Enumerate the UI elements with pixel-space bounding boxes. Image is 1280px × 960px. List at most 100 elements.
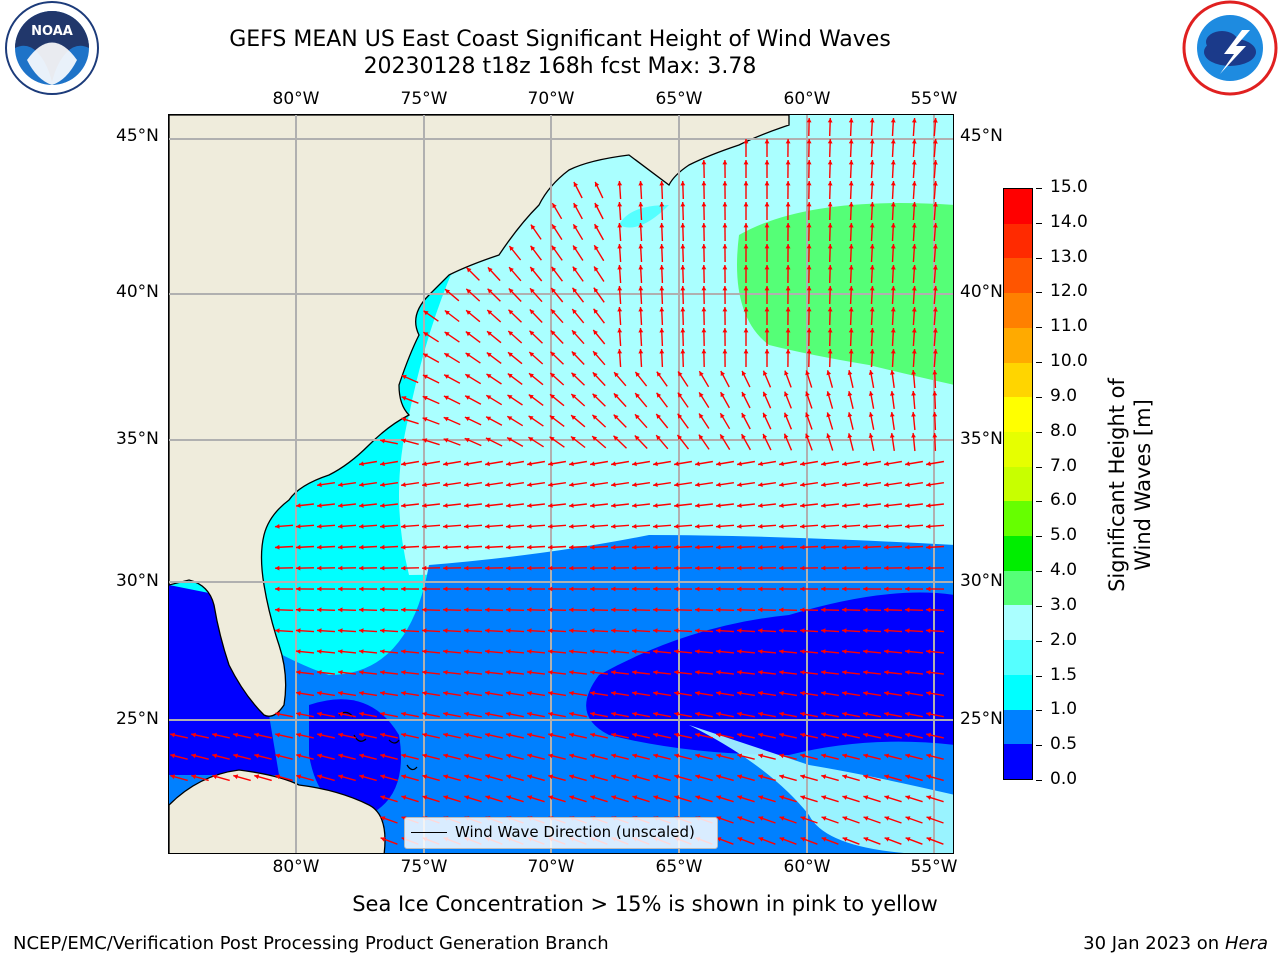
wave-direction-arrowhead: [806, 160, 812, 165]
wave-direction-arrowhead: [635, 414, 640, 420]
wave-direction-arrowhead: [821, 837, 827, 842]
wave-direction-arrowhead: [338, 690, 343, 696]
colorbar-bin: [1004, 709, 1032, 745]
wave-direction-arrowhead: [569, 795, 575, 800]
wave-direction-arrowhead: [695, 586, 700, 592]
wave-direction-arrowhead: [527, 690, 532, 696]
lat-label-right: 40°N: [960, 282, 1003, 302]
wave-direction-arrowhead: [863, 837, 869, 842]
wave-direction-arrowhead: [422, 374, 428, 380]
wave-direction-arrowhead: [884, 774, 890, 780]
wave-direction-arrowhead: [422, 607, 427, 613]
wave-direction-arrowhead: [743, 160, 749, 165]
wave-direction-arrowhead: [678, 371, 683, 377]
wave-direction-arrowhead: [508, 352, 513, 357]
wave-direction-arrowhead: [785, 160, 791, 165]
wave-direction-arrowhead: [653, 795, 659, 800]
wave-direction-arrowhead: [527, 544, 532, 550]
wave-direction-arrowhead: [338, 544, 343, 550]
wave-direction-arrowhead: [380, 711, 385, 717]
wave-direction-arrowhead: [527, 670, 532, 675]
wave-direction-arrowhead: [911, 118, 917, 123]
colorbar-tick-label: 1.5: [1050, 664, 1078, 685]
colorbar-tick-mark: [1036, 536, 1042, 538]
colorbar-bin: [1004, 362, 1032, 398]
wave-direction-arrowhead: [701, 181, 707, 186]
wave-direction-arrowhead: [527, 774, 533, 780]
wave-direction-arrowhead: [779, 816, 785, 821]
wave-direction-arrowhead: [550, 373, 556, 378]
wave-direction-arrowhead: [593, 308, 599, 314]
wave-direction-arrowhead: [191, 753, 197, 759]
wave-direction-arrowhead: [933, 265, 938, 270]
wave-direction-arrowhead: [443, 795, 449, 800]
wave-direction-arrowhead: [716, 670, 721, 675]
wave-direction-arrowhead: [443, 711, 448, 717]
wave-direction-arrowhead: [611, 690, 616, 696]
wave-direction-arrowhead: [552, 224, 557, 230]
wave-direction-arrowhead: [590, 565, 595, 571]
lon-label-top: 60°W: [783, 89, 831, 109]
wave-direction-arrowhead: [659, 223, 665, 228]
wave-direction-arrowhead: [911, 307, 917, 312]
wave-direction-arrowhead: [737, 482, 742, 487]
wave-direction-arrowhead: [548, 461, 553, 467]
wave-direction-arrowhead: [869, 223, 875, 228]
wave-direction-arrowhead: [443, 690, 448, 696]
wave-direction-arrowhead: [548, 732, 553, 738]
wave-direction-arrowhead: [445, 289, 450, 294]
wave-direction-arrowhead: [926, 565, 931, 571]
wave-direction-arrowhead: [869, 244, 875, 249]
wave-direction-arrowhead: [653, 524, 658, 529]
wave-direction-arrowhead: [380, 774, 386, 780]
wave-direction-arrowhead: [827, 202, 833, 207]
wave-direction-arrowhead: [444, 374, 450, 379]
wave-direction-arrowhead: [800, 711, 805, 717]
wave-direction-arrowhead: [296, 670, 301, 675]
wave-direction-arrowhead: [443, 565, 448, 571]
wave-direction-arrowhead: [506, 774, 512, 780]
wave-direction-arrowhead: [800, 544, 805, 550]
wave-direction-arrowhead: [592, 393, 598, 399]
wave-direction-arrowhead: [722, 349, 728, 354]
wave-direction-arrowhead: [653, 461, 658, 467]
wave-direction-arrowhead: [779, 753, 785, 759]
wave-direction-arrowhead: [380, 482, 385, 487]
wave-direction-arrowhead: [758, 607, 763, 613]
wave-direction-arrowhead: [722, 307, 728, 312]
wave-direction-arrowhead: [317, 482, 322, 487]
wave-direction-arrowhead: [842, 795, 848, 800]
wave-direction-arrowhead: [821, 732, 826, 738]
wave-direction-arrowhead: [380, 732, 385, 738]
land-cuba: [169, 769, 386, 853]
wave-direction-arrowhead: [422, 396, 428, 401]
wave-direction-arrowhead: [716, 774, 722, 780]
wave-direction-arrowhead: [758, 503, 763, 508]
wave-direction-arrowhead: [848, 349, 854, 354]
map-panel: [168, 114, 954, 854]
wave-direction-arrowhead: [653, 544, 658, 550]
wave-direction-arrowhead: [800, 670, 805, 675]
wave-direction-arrowhead: [716, 565, 721, 571]
wave-direction-arrowhead: [779, 503, 784, 508]
wave-direction-arrowhead: [548, 753, 554, 759]
wave-direction-arrowhead: [800, 690, 805, 696]
wave-direction-arrowhead: [764, 265, 770, 270]
land-bahamas: [338, 711, 418, 771]
wave-direction-arrowhead: [527, 565, 532, 571]
wave-direction-arrowhead: [821, 753, 827, 759]
wave-direction-arrowhead: [674, 711, 679, 717]
wave-direction-arrowhead: [530, 245, 536, 251]
wave-direction-arrowhead: [785, 328, 791, 333]
wave-direction-arrowhead: [611, 565, 616, 571]
wave-direction-arrowhead: [506, 544, 511, 550]
wave-direction-arrowhead: [551, 288, 556, 293]
wave-direction-arrowhead: [613, 393, 619, 399]
wave-direction-arrowhead: [485, 482, 490, 487]
wave-direction-arrowhead: [632, 649, 637, 654]
wave-direction-arrowhead: [805, 391, 810, 397]
wave-direction-arrowhead: [932, 412, 938, 417]
wave-direction-arrowhead: [465, 331, 471, 337]
wave-direction-arrowhead: [764, 307, 770, 312]
lon-label-bottom: 55°W: [910, 857, 958, 877]
